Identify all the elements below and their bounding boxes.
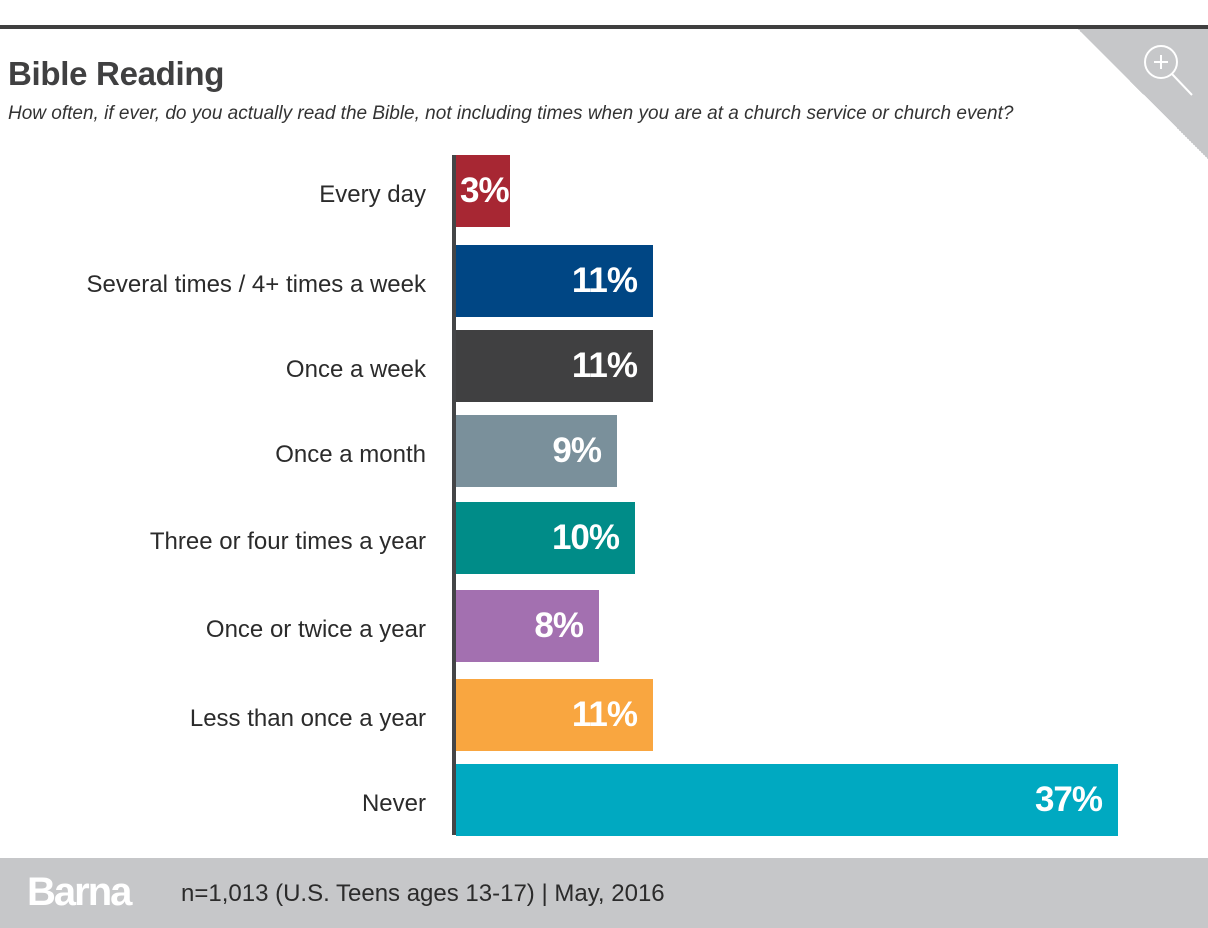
category-label: Once a week xyxy=(285,356,426,383)
value-label: 37% xyxy=(1034,780,1103,819)
bar: 11% xyxy=(456,679,653,751)
chart-subtitle: How often, if ever, do you actually read… xyxy=(8,103,1014,124)
value-label: 3% xyxy=(460,171,510,210)
category-label: Every day xyxy=(319,181,426,208)
bar: 9% xyxy=(456,415,617,487)
bar: 10% xyxy=(456,502,635,574)
value-label: 9% xyxy=(552,431,602,470)
chart-title: Bible Reading xyxy=(8,55,225,92)
value-label: 11% xyxy=(571,261,638,300)
bar: 37% xyxy=(456,764,1118,836)
brand-logo: Barna xyxy=(27,870,132,914)
corner-tab xyxy=(1078,29,1208,159)
source-note: n=1,013 (U.S. Teens ages 13-17) | May, 2… xyxy=(181,880,665,907)
category-label: Less than once a year xyxy=(189,705,426,732)
top-rule xyxy=(0,25,1208,29)
value-label: 10% xyxy=(551,518,620,557)
value-label: 11% xyxy=(571,346,638,385)
zoom-in-icon xyxy=(1144,45,1193,96)
y-axis-line xyxy=(452,155,456,835)
value-label: 8% xyxy=(534,606,584,645)
category-label: Once or twice a year xyxy=(205,616,426,643)
zoom-button[interactable] xyxy=(1142,40,1196,98)
bar: 8% xyxy=(456,590,599,662)
value-label: 11% xyxy=(571,695,638,734)
bar: 11% xyxy=(456,245,653,317)
category-label: Several times / 4+ times a week xyxy=(86,271,426,298)
bar: 3% xyxy=(456,155,510,227)
category-label: Once a month xyxy=(275,441,426,468)
category-label: Never xyxy=(361,790,426,817)
footer: Barna n=1,013 (U.S. Teens ages 13-17) | … xyxy=(0,858,1208,928)
category-label: Three or four times a year xyxy=(149,528,426,555)
bar: 11% xyxy=(456,330,653,402)
